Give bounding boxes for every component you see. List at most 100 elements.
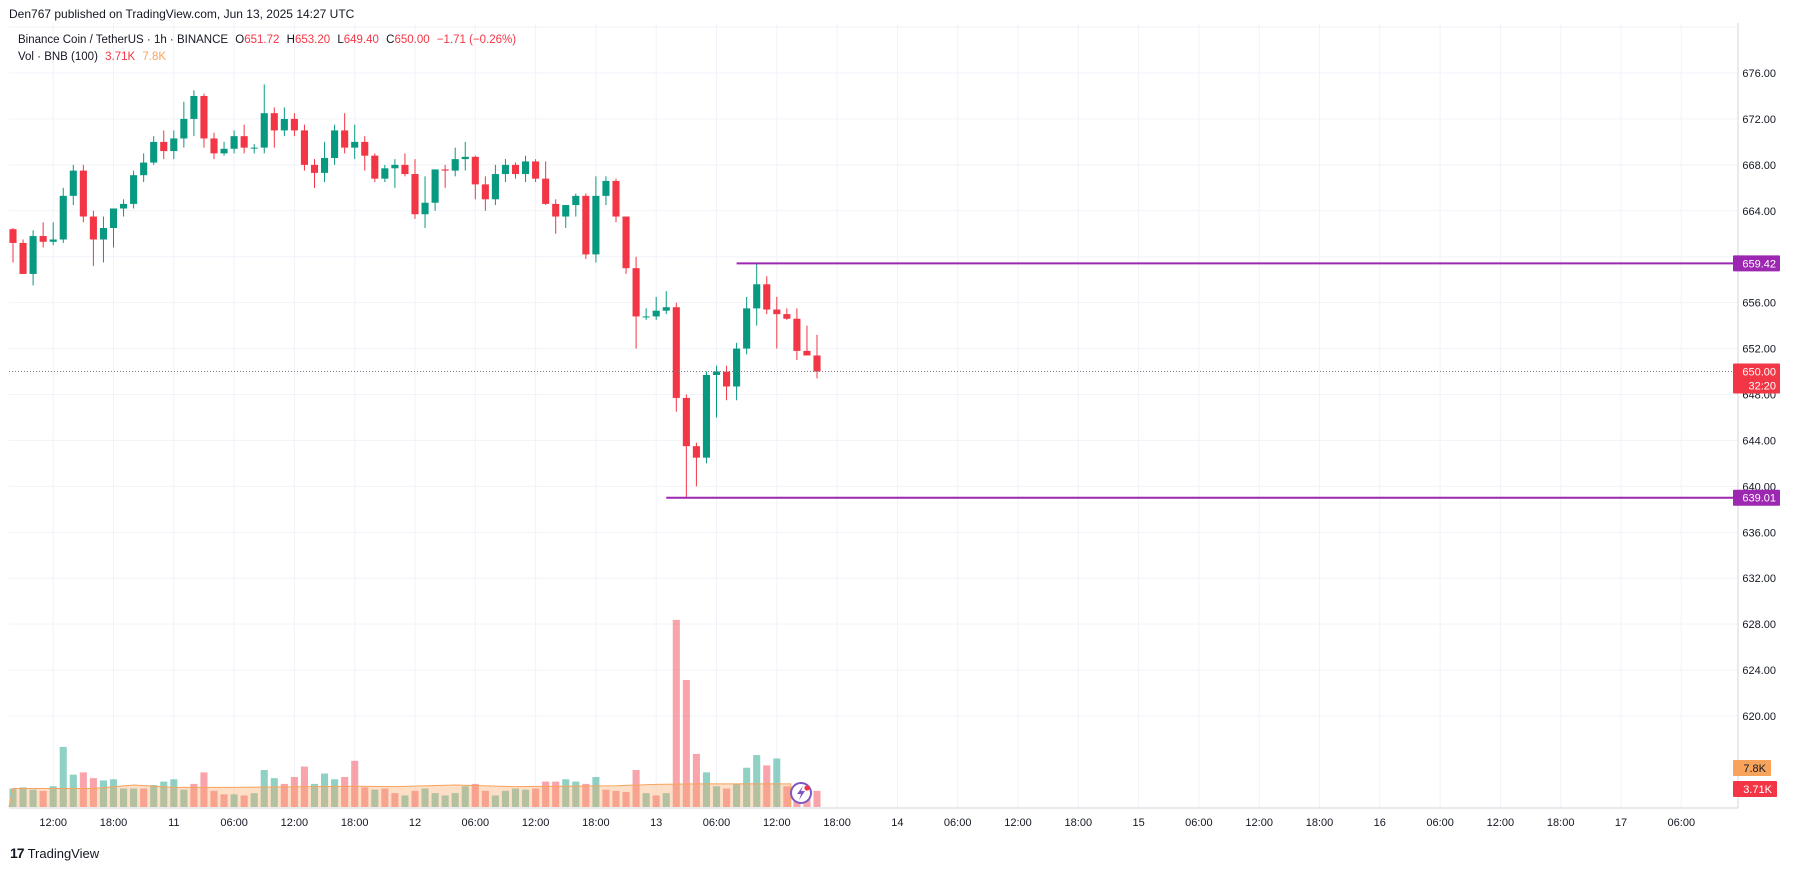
y-tick-label: 676.00 xyxy=(1742,68,1776,80)
volume-bar xyxy=(431,793,439,807)
candle xyxy=(260,84,268,154)
volume-bar xyxy=(532,788,540,807)
candle xyxy=(773,296,781,349)
volume-bar xyxy=(733,783,741,807)
candle xyxy=(341,113,349,154)
candle xyxy=(411,159,419,219)
candle xyxy=(793,308,801,361)
volume-bar xyxy=(321,773,329,807)
volume-bar xyxy=(441,795,449,807)
open-value: O651.72 xyxy=(235,34,280,46)
volume-bar xyxy=(552,781,560,807)
candle xyxy=(150,136,158,165)
close-value: C650.00 xyxy=(386,34,430,46)
volume-bar xyxy=(200,772,208,807)
candle xyxy=(160,130,168,160)
lightning-icon[interactable] xyxy=(790,782,812,804)
volume-bar xyxy=(783,786,791,807)
volume-bar xyxy=(542,781,550,807)
volume-bar xyxy=(290,776,298,807)
volume-bar xyxy=(9,788,17,807)
volume-bar xyxy=(572,781,580,807)
x-tick-label: 18:00 xyxy=(1547,817,1575,829)
candle xyxy=(99,216,107,263)
candle xyxy=(29,230,37,286)
candle xyxy=(89,210,97,266)
volume-bar xyxy=(622,791,630,807)
volume-bar xyxy=(99,780,107,807)
volume-bar xyxy=(331,779,339,807)
volume-ma-tag xyxy=(1733,760,1771,776)
last-price-tag xyxy=(1733,363,1780,394)
candle xyxy=(763,276,771,315)
volume-bar xyxy=(421,788,429,807)
candle xyxy=(280,107,288,137)
candle xyxy=(511,162,520,179)
candles xyxy=(9,84,821,498)
candle xyxy=(431,169,439,211)
candle xyxy=(130,170,138,209)
candle xyxy=(582,193,590,260)
candle xyxy=(371,153,379,183)
x-tick-label: 12 xyxy=(409,817,421,829)
x-tick-label: 12:00 xyxy=(1004,817,1032,829)
volume-bar xyxy=(59,746,67,807)
candle xyxy=(120,199,128,217)
volume-bar xyxy=(692,753,700,807)
candle xyxy=(421,176,429,229)
candle xyxy=(592,176,600,263)
candle xyxy=(180,101,188,148)
candle xyxy=(190,90,198,137)
volume-bar xyxy=(130,788,138,807)
volume-label[interactable]: Vol · BNB (100) xyxy=(18,51,98,63)
volume-value: 3.71K xyxy=(105,51,136,63)
candle xyxy=(501,159,509,183)
candle xyxy=(552,199,560,234)
candle xyxy=(9,228,17,263)
volume-bar xyxy=(702,772,710,807)
x-tick-label: 14 xyxy=(891,817,903,829)
volume-bar xyxy=(49,786,57,807)
x-tick-label: 12:00 xyxy=(1245,817,1273,829)
volume-bar xyxy=(481,790,489,807)
volume-bar xyxy=(602,789,610,807)
volume-bar xyxy=(351,760,359,807)
x-tick-label: 18:00 xyxy=(582,817,610,829)
y-tick-label: 652.00 xyxy=(1742,344,1776,356)
y-tick-label: 668.00 xyxy=(1742,160,1776,172)
candle xyxy=(562,205,570,229)
symbol-label[interactable]: Binance Coin / TetherUS · 1h · BINANCE xyxy=(18,34,229,46)
volume-bar xyxy=(371,789,379,807)
ohlc-legend: Binance Coin / TetherUS · 1h · BINANCE O… xyxy=(18,34,520,46)
volume-bar xyxy=(592,776,600,807)
volume-bar xyxy=(39,790,47,807)
candle xyxy=(491,164,499,206)
y-tick-label: 632.00 xyxy=(1742,573,1776,585)
x-tick-label: 06:00 xyxy=(944,817,972,829)
volume-ma-axis-label: 7.8K xyxy=(1743,763,1766,775)
candle xyxy=(783,308,791,320)
y-tick-label: 620.00 xyxy=(1742,711,1776,723)
grid-lines xyxy=(9,23,1738,808)
volume-bar xyxy=(29,789,37,807)
tradingview-logo[interactable]: 17 TradingView xyxy=(10,845,99,861)
y-tick-label: 636.00 xyxy=(1742,527,1776,539)
volume-bar xyxy=(401,795,409,807)
volume-bars xyxy=(9,619,821,807)
change-value: −1.71 (−0.26%) xyxy=(436,34,517,46)
volume-current-axis-label: 3.71K xyxy=(1743,784,1772,796)
volume-bar xyxy=(180,789,188,807)
low-value: L649.40 xyxy=(337,34,379,46)
candle xyxy=(632,256,640,349)
x-tick-label: 06:00 xyxy=(1668,817,1696,829)
x-tick-label: 06:00 xyxy=(703,817,731,829)
candle xyxy=(220,141,228,156)
x-tick-label: 18:00 xyxy=(1306,817,1334,829)
candle xyxy=(451,147,459,177)
level-price-tag xyxy=(1733,255,1780,272)
candle xyxy=(381,164,389,183)
publisher-line: Den767 published on TradingView.com, Jun… xyxy=(9,7,355,21)
volume-bar xyxy=(220,794,228,807)
candle xyxy=(109,208,118,248)
